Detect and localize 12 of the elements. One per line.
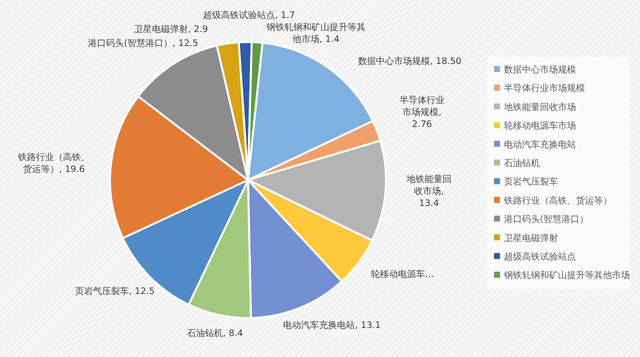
legend-label: 港口码头(智慧港口）: [504, 214, 589, 226]
legend-label: 石油钻机: [504, 158, 540, 169]
legend-label: 数据中心市场规模: [504, 64, 576, 76]
legend-label: 轮移动电源车市场: [504, 120, 576, 132]
legend-label: 钢铁轧钢和矿山提升等其他市场: [503, 270, 630, 282]
legend-label: 地铁能量回收市场: [503, 102, 576, 113]
legend-label: 铁路行业（高铁、货运等）: [503, 195, 612, 206]
legend-label: 电动汽车充换电站: [504, 139, 576, 150]
legend-label: 页岩气压裂车: [504, 176, 558, 188]
legend-label: 卫星电磁弹射: [504, 232, 558, 244]
legend-label: 半导体行业市场规模: [504, 83, 585, 94]
legend-label: 超级高铁试验站点: [504, 252, 576, 262]
